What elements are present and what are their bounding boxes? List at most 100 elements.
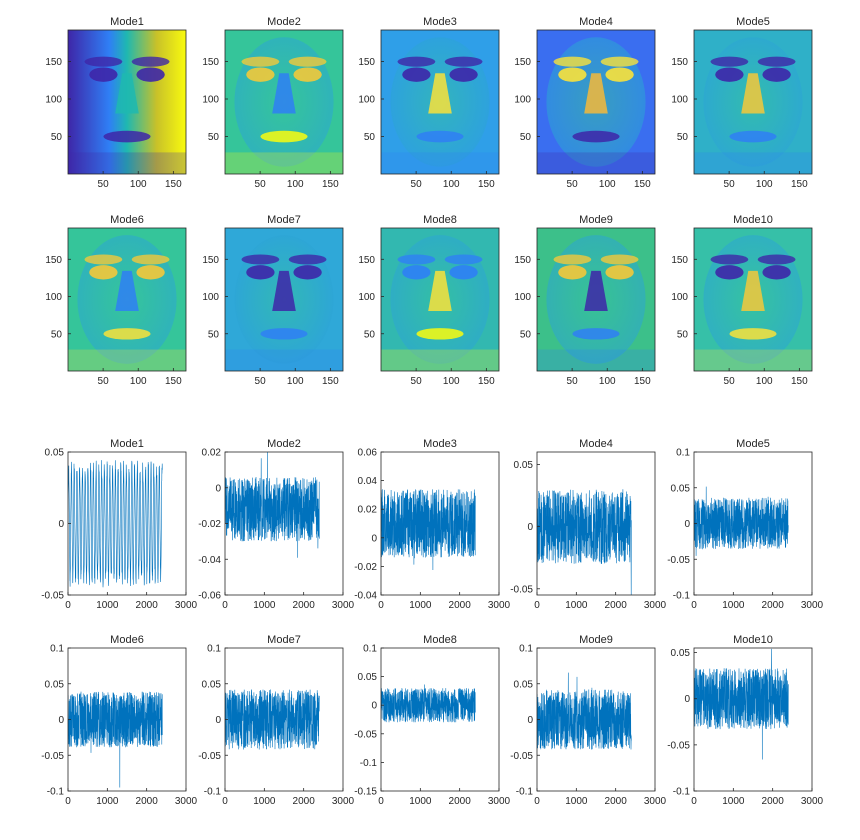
x-tick-label: 1000 <box>253 600 276 611</box>
y-tick-label: 100 <box>514 95 531 106</box>
y-tick-label: -0.05 <box>667 555 690 566</box>
face-image <box>537 30 655 174</box>
nose <box>741 270 765 311</box>
y-tick-label: 100 <box>45 292 62 303</box>
left-eye <box>715 265 744 280</box>
x-tick-label: 1000 <box>96 600 119 611</box>
y-tick-label: -0.04 <box>198 555 221 566</box>
image-panel-8: Mode8 50 100 150 150 100 50 <box>358 214 500 387</box>
x-tick-label: 150 <box>322 179 339 190</box>
mouth <box>729 130 777 143</box>
nose <box>272 73 296 114</box>
left-eye <box>558 265 587 280</box>
x-tick-label: 150 <box>478 179 495 190</box>
mouth <box>260 328 308 340</box>
x-tick-label: 50 <box>411 179 423 190</box>
x-tick-label: 2000 <box>293 796 316 807</box>
mouth <box>103 328 151 340</box>
y-tick-label: -0.06 <box>198 591 221 602</box>
y-tick-label: 0.05 <box>202 679 222 690</box>
chin-shading <box>225 152 343 174</box>
axes-frame <box>67 227 187 372</box>
x-tick-label: 3000 <box>488 600 511 611</box>
panel-title: Mode7 <box>267 214 301 226</box>
y-tick-label: 0.05 <box>45 679 65 690</box>
y-tick-label: 0.05 <box>45 448 65 459</box>
mouth <box>729 328 777 340</box>
left-brow <box>84 56 123 67</box>
chin-shading <box>381 152 499 174</box>
x-tick-label: 1000 <box>565 600 588 611</box>
y-tick-label: 50 <box>364 329 376 340</box>
axes-frame <box>224 227 344 372</box>
right-eye <box>449 67 478 82</box>
series-line <box>694 486 789 556</box>
y-tick-label: 0 <box>215 715 221 726</box>
y-tick-label: -0.05 <box>41 751 64 762</box>
series-line <box>68 460 163 588</box>
series-line <box>225 452 320 558</box>
x-tick-label: 2000 <box>762 796 785 807</box>
x-tick-label: 50 <box>724 179 736 190</box>
left-brow <box>553 56 592 67</box>
y-tick-label: 150 <box>514 57 531 68</box>
image-panel-6: Mode6 50 100 150 150 100 50 <box>45 214 187 387</box>
face-image <box>694 228 812 371</box>
panel-title: Mode6 <box>110 214 144 226</box>
x-tick-label: 2000 <box>762 600 785 611</box>
y-tick-label: 0 <box>371 701 377 712</box>
y-tick-label: 150 <box>202 57 219 68</box>
y-tick-label: 100 <box>358 95 375 106</box>
x-tick-label: 3000 <box>644 600 667 611</box>
line-panel-5: Mode5 0 1000 2000 3000 0.1 0.05 0 -0.05 -0.1 <box>667 438 823 611</box>
nose <box>741 73 765 114</box>
x-tick-label: 150 <box>478 376 495 387</box>
series-line <box>537 489 632 595</box>
image-panel-9: Mode9 50 100 150 150 100 50 <box>514 214 656 387</box>
left-eye <box>89 265 118 280</box>
chin-shading <box>225 349 343 371</box>
left-brow <box>397 56 436 67</box>
x-tick-label: 3000 <box>332 600 355 611</box>
y-tick-label: 0.05 <box>514 679 534 690</box>
x-tick-label: 0 <box>65 796 71 807</box>
face-image <box>225 30 343 174</box>
y-tick-label: 50 <box>51 329 63 340</box>
right-brow <box>757 56 796 67</box>
y-tick-label: 50 <box>208 132 220 143</box>
y-tick-label: 0 <box>684 519 690 530</box>
left-brow <box>553 254 592 265</box>
axes-frame <box>536 451 656 596</box>
chin-shading <box>694 152 812 174</box>
x-tick-label: 150 <box>634 179 651 190</box>
y-tick-label: 100 <box>358 292 375 303</box>
left-eye <box>246 265 275 280</box>
y-tick-label: 150 <box>671 255 688 266</box>
y-tick-label: -0.04 <box>354 591 377 602</box>
left-eye <box>558 67 587 82</box>
y-tick-label: 0.05 <box>358 672 378 683</box>
right-eye <box>293 265 322 280</box>
x-tick-label: 100 <box>287 376 304 387</box>
y-tick-label: 0 <box>527 715 533 726</box>
y-tick-label: 0 <box>58 715 64 726</box>
y-tick-label: 150 <box>671 57 688 68</box>
x-tick-label: 3000 <box>488 796 511 807</box>
x-tick-label: 100 <box>130 376 147 387</box>
chin-shading <box>68 152 186 174</box>
x-tick-label: 2000 <box>136 796 159 807</box>
x-tick-label: 1000 <box>565 796 588 807</box>
y-tick-label: 150 <box>45 255 62 266</box>
x-tick-label: 50 <box>724 376 736 387</box>
line-panel-6: Mode6 0 1000 2000 3000 0.1 0.05 0 -0.05 -0.1 <box>41 634 197 807</box>
axes-frame <box>693 29 813 175</box>
y-tick-label: -0.05 <box>41 591 64 602</box>
x-tick-label: 2000 <box>605 796 628 807</box>
right-brow <box>288 254 327 265</box>
series-line <box>537 672 632 750</box>
left-eye <box>246 67 275 82</box>
nose <box>272 270 296 311</box>
left-brow <box>397 254 436 265</box>
x-tick-label: 150 <box>322 376 339 387</box>
face-image <box>68 30 186 174</box>
